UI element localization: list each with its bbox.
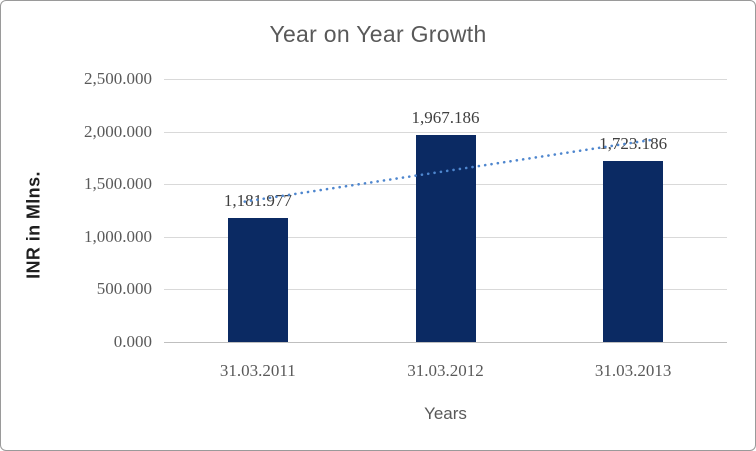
y-tick-label: 1,500.000 (84, 174, 152, 194)
y-tick-label: 2,500.000 (84, 69, 152, 88)
gridline (164, 79, 727, 80)
chart-title: Year on Year Growth (269, 21, 487, 47)
bar-data-label: 1,967.186 (411, 108, 480, 128)
y-tick-label: 500.000 (96, 279, 152, 299)
x-category-label: 31.03.2012 (407, 361, 484, 380)
y-tick-label: 1,000.000 (84, 226, 152, 246)
x-axis-line (164, 342, 727, 343)
bar-data-label: 1,181.977 (223, 190, 292, 210)
y-tick-label: 0.000 (113, 332, 152, 351)
bar-31.03.2011 (227, 217, 288, 342)
bar-31.03.2012 (415, 135, 476, 342)
x-axis-title: Years (424, 404, 467, 423)
gridline (164, 131, 727, 133)
y-tick-label: 2,000.000 (84, 121, 152, 141)
x-category-label: 31.03.2013 (594, 361, 672, 380)
bar-31.03.2013 (603, 160, 664, 342)
x-category-label: 31.03.2011 (219, 361, 296, 380)
bar-data-label: 1,723.186 (599, 133, 668, 153)
